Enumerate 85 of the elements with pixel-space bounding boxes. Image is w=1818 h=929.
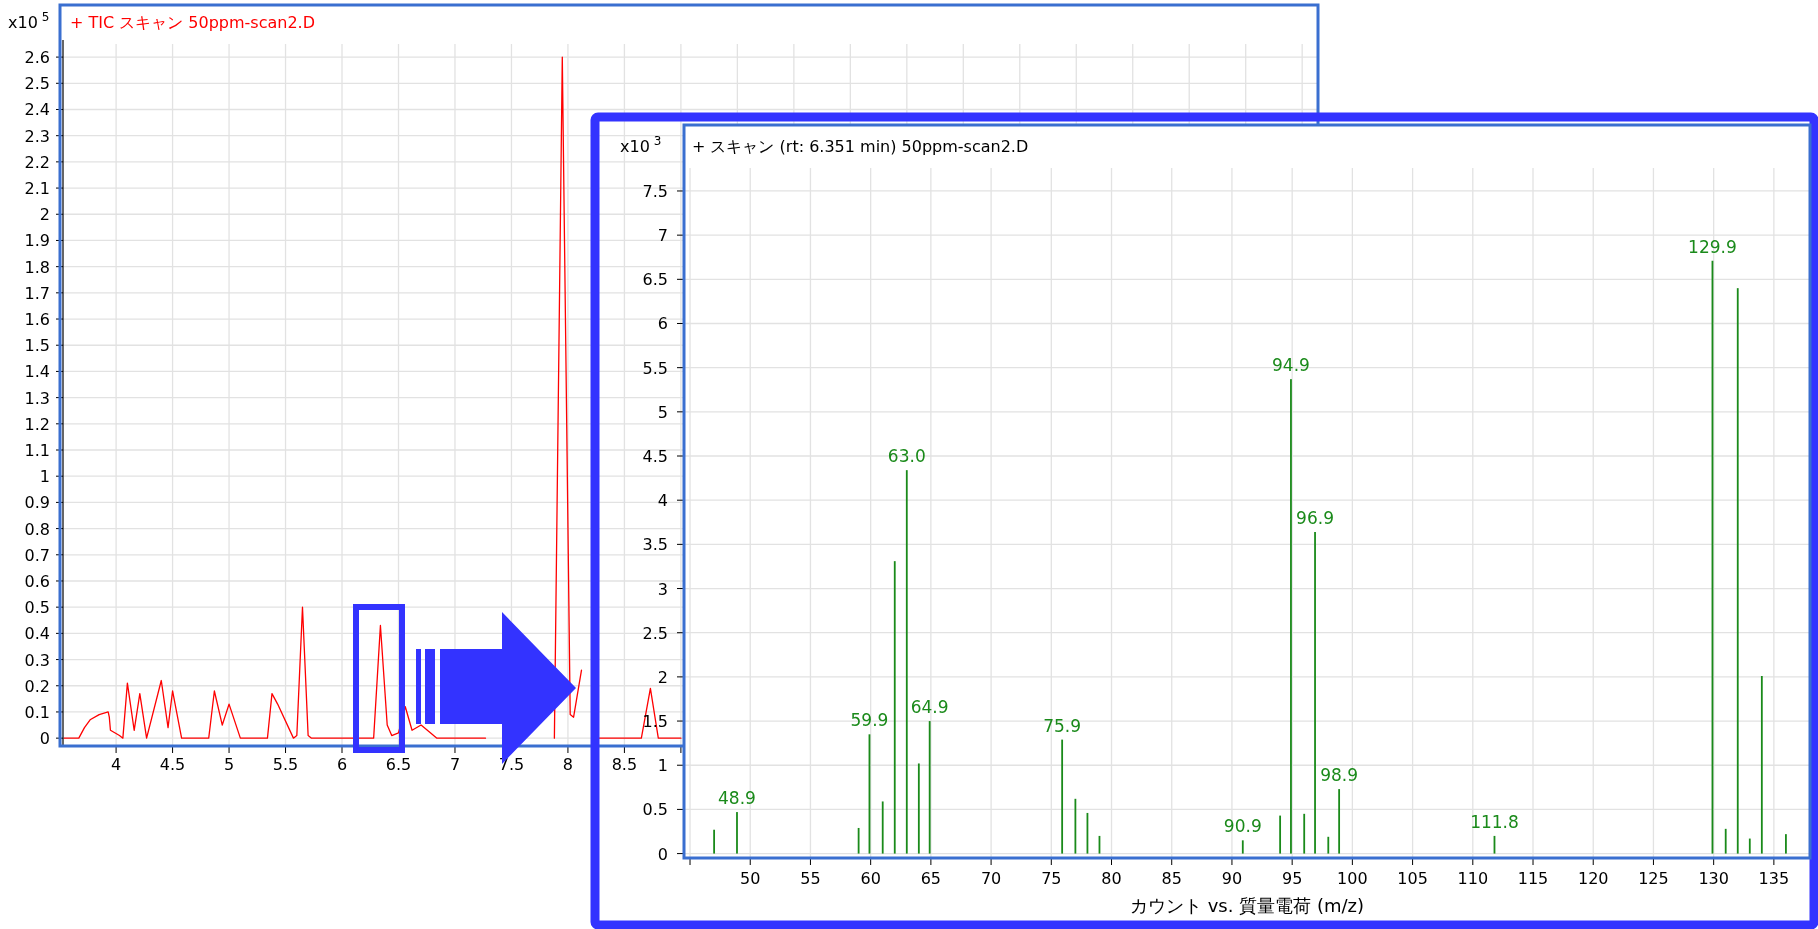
y-tick-label: 1.9 (24, 231, 50, 251)
annotation: 59.9 (850, 710, 889, 731)
x-tick-label: 135 (1758, 869, 1790, 888)
x-tick-label: 120 (1577, 869, 1609, 888)
x-axis-title: カウント vs. 質量電荷 (m/z) (1129, 895, 1365, 916)
y-tick-label: 2.1 (24, 179, 50, 199)
y-tick-label: 0.7 (24, 545, 50, 565)
x-tick-label: 80 (1101, 869, 1122, 888)
x-tick-label: 6 (336, 755, 348, 774)
annotation: 64.9 (910, 697, 949, 718)
y-tick-label: 2.3 (24, 126, 50, 146)
y-tick-label: 6 (657, 314, 668, 334)
x-tick-label: 115 (1517, 869, 1549, 888)
y-tick-label: 1.7 (24, 283, 50, 303)
y-tick-label: 2 (39, 205, 50, 225)
x-tick-label: 7 (449, 755, 461, 774)
y-tick-label: 0.5 (24, 598, 50, 618)
x-tick-label: 130 (1698, 869, 1729, 888)
y-tick-label: 0.8 (24, 519, 50, 539)
y-tick-label: 2.5 (24, 74, 50, 94)
chart-title: + スキャン (rt: 6.351 min) 50ppm-scan2.D (692, 137, 1029, 156)
y-tick-label: 3 (657, 579, 668, 599)
y-tick-label: 4.5 (642, 447, 668, 467)
x-tick-label: 125 (1638, 869, 1669, 888)
y-tick-label: 7.5 (642, 181, 668, 201)
y-tick-label: 0.3 (24, 650, 50, 670)
x-tick-label: 95 (1281, 869, 1303, 888)
y-tick-label: 3.5 (642, 535, 668, 555)
y-tick-label: 0.5 (642, 800, 668, 820)
y-tick-label: 7 (657, 226, 668, 246)
y-tick-label: 2.5 (642, 623, 668, 643)
x-tick-label: 70 (980, 869, 1002, 888)
annotation: 129.9 (1688, 236, 1737, 257)
x-tick-label: 90 (1221, 869, 1243, 888)
y-tick-label: 1 (657, 756, 668, 776)
annotation: 111.8 (1470, 811, 1519, 832)
y-tick-label: 1.4 (24, 362, 50, 382)
y-tick-label: 0 (39, 729, 50, 749)
y-tick-label: 2.4 (24, 100, 50, 120)
x-tick-label: 8.5 (611, 755, 638, 774)
y-tick-label: 4 (657, 491, 668, 511)
x-tick-label: 60 (860, 869, 881, 888)
chart-title: + TIC スキャン 50ppm-scan2.D (70, 13, 316, 32)
x-tick-label: 65 (920, 869, 942, 888)
y-tick-label: 1.8 (24, 257, 50, 277)
annotation: 98.9 (1320, 765, 1359, 786)
x-tick-label: 5.5 (272, 755, 299, 774)
y-tick-label: 0 (657, 844, 668, 864)
annotation: 96.9 (1296, 507, 1334, 528)
x-tick-label: 4.5 (159, 755, 186, 774)
annotation: 75.9 (1043, 715, 1082, 736)
x-tick-label: 105 (1397, 869, 1428, 888)
y-tick-label: 1.1 (24, 441, 50, 461)
x-tick-label: 100 (1337, 869, 1368, 888)
y-tick-label: 1.3 (24, 388, 50, 408)
y-tick-label: 2.6 (24, 48, 50, 68)
annotation: 63.0 (887, 446, 926, 467)
y-tick-label: 6.5 (642, 270, 668, 290)
y-tick-label: 1 (39, 467, 50, 487)
y-tick-label: 1.5 (24, 336, 50, 356)
annotation: 90.9 (1223, 816, 1262, 837)
y-tick-label: 0.1 (24, 702, 50, 722)
x-tick-label: 75 (1041, 869, 1062, 888)
annotation: 94.9 (1272, 355, 1310, 376)
y-tick-label: 0.4 (24, 624, 50, 644)
y-tick-label: 1.2 (24, 414, 50, 434)
y-tick-label: 0.2 (24, 676, 50, 696)
y-tick-label: 2 (657, 667, 668, 687)
x-tick-label: 85 (1161, 869, 1182, 888)
x-tick-label: 55 (800, 869, 821, 888)
y-axis-title: x10$^{5}$ (8, 10, 50, 32)
y-tick-label: 0.6 (24, 571, 50, 591)
y-axis-title: x10$^{3}$ (620, 134, 662, 156)
y-tick-label: 5 (657, 402, 668, 422)
x-tick-label: 4 (111, 755, 122, 774)
x-tick-label: 5 (223, 755, 235, 774)
y-tick-label: 2.2 (24, 152, 50, 172)
y-tick-label: 5.5 (642, 358, 668, 378)
y-tick-label: 1.6 (24, 310, 50, 330)
x-tick-label: 6.5 (385, 755, 412, 774)
x-tick-label: 8 (562, 755, 574, 774)
y-tick-label: 0.9 (24, 493, 50, 513)
x-tick-label: 110 (1457, 869, 1489, 888)
annotation: 48.9 (718, 788, 756, 809)
x-tick-label: 50 (740, 869, 761, 888)
